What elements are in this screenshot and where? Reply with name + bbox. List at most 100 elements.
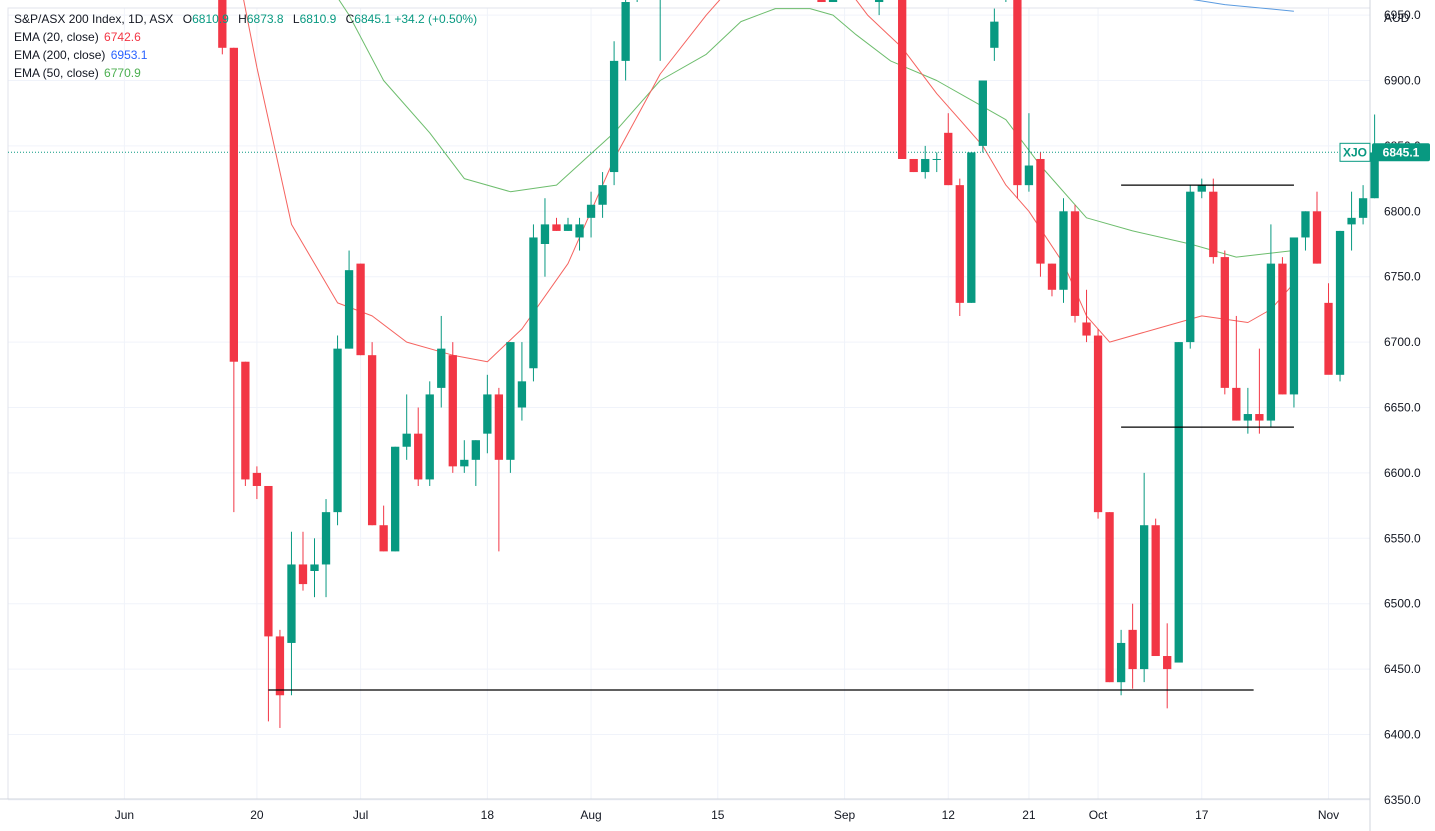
candle-body xyxy=(333,348,342,513)
y-tick-label: 6600.0 xyxy=(1384,466,1421,480)
candle-body xyxy=(517,381,527,408)
open-value: 6810.9 xyxy=(192,12,229,26)
low-label: L xyxy=(292,12,300,26)
candle-body xyxy=(1220,257,1229,388)
x-tick-label: Jul xyxy=(353,808,368,822)
candle-body xyxy=(967,152,976,303)
y-tick-label: 6450.0 xyxy=(1384,662,1421,676)
indicator-ema20[interactable]: EMA (20, close) 6742.6 xyxy=(14,28,477,46)
candle-body xyxy=(586,204,596,218)
change-value: +34.2 (+0.50%) xyxy=(394,12,478,26)
x-tick-label: 15 xyxy=(711,808,725,822)
open-label: O xyxy=(182,12,193,26)
candle-body xyxy=(932,158,941,160)
candle-body xyxy=(425,394,434,480)
candle-body xyxy=(448,355,457,467)
candle-body xyxy=(621,2,630,61)
close-value: 6845.1 xyxy=(354,12,391,26)
y-tick-label: 6900.0 xyxy=(1384,74,1421,88)
candle-body xyxy=(1163,656,1172,670)
candle-body xyxy=(391,446,400,552)
candle-body xyxy=(506,342,515,460)
candle-body xyxy=(218,0,227,48)
candle-body xyxy=(1324,302,1333,375)
y-tick-label: 6950.0 xyxy=(1384,8,1421,22)
candle-body xyxy=(1358,198,1368,218)
candle-body xyxy=(921,158,930,173)
candle-body xyxy=(402,433,411,447)
chart-legend: S&P/ASX 200 Index, 1D, ASX O6810.9 H6873… xyxy=(14,10,477,82)
candle-body xyxy=(367,355,377,526)
y-tick-label: 6800.0 xyxy=(1384,204,1421,218)
candle-body xyxy=(437,348,446,388)
x-tick-label: Oct xyxy=(1089,808,1108,822)
candle-body xyxy=(609,60,619,173)
y-tick-label: 6500.0 xyxy=(1384,597,1421,611)
plot-frame xyxy=(7,7,1371,800)
y-tick-label: 6750.0 xyxy=(1384,270,1421,284)
high-label: H xyxy=(238,12,247,26)
candle-body xyxy=(1186,191,1195,343)
candle-body xyxy=(1128,629,1137,670)
candle-body xyxy=(460,459,469,467)
candle-body xyxy=(1232,387,1241,421)
indicator-label: EMA (200, close) xyxy=(14,48,106,62)
candle-body xyxy=(1082,322,1091,336)
candle-body xyxy=(483,394,492,434)
candle-body xyxy=(1093,335,1103,513)
candle-body xyxy=(344,270,354,349)
x-tick-label: 12 xyxy=(942,808,956,822)
candle-body xyxy=(1289,237,1299,395)
indicator-value: 6742.6 xyxy=(104,30,141,44)
candle-body xyxy=(252,472,262,486)
candle-body xyxy=(356,263,365,356)
candle-body xyxy=(1047,263,1057,290)
candle-body xyxy=(1174,342,1183,663)
candle-body xyxy=(1116,642,1126,683)
x-tick-label: Nov xyxy=(1318,808,1339,822)
ohlc-row: S&P/ASX 200 Index, 1D, ASX O6810.9 H6873… xyxy=(14,10,477,28)
indicator-label: EMA (50, close) xyxy=(14,66,99,80)
candle-body xyxy=(1266,263,1276,421)
candle-body xyxy=(1197,185,1206,192)
currency-label: AUD xyxy=(1384,11,1410,25)
y-tick-label: 6550.0 xyxy=(1384,531,1421,545)
indicator-ema50[interactable]: EMA (50, close) 6770.9 xyxy=(14,64,477,82)
x-tick-label: 18 xyxy=(481,808,495,822)
candle-body xyxy=(1278,263,1287,395)
indicator-label: EMA (20, close) xyxy=(14,30,99,44)
candle-body xyxy=(817,0,826,3)
candle-body xyxy=(494,394,504,460)
candle-body xyxy=(1105,512,1114,683)
candle-body xyxy=(1013,0,1022,186)
candle-body xyxy=(414,433,423,480)
candle-body xyxy=(898,0,907,159)
candle-body xyxy=(1151,525,1160,657)
x-tick-label: 17 xyxy=(1195,808,1209,822)
candle-body xyxy=(1070,211,1080,316)
candle-body xyxy=(1347,217,1356,225)
price-tag-text: 6845.1 xyxy=(1383,145,1420,159)
indicator-ema200[interactable]: EMA (200, close) 6953.1 xyxy=(14,46,477,64)
candle-body xyxy=(298,564,308,585)
ticker-tag-text: XJO xyxy=(1343,145,1367,159)
candle-body xyxy=(955,185,964,303)
candle-body xyxy=(1243,414,1253,421)
candle-body xyxy=(379,525,388,552)
candle-body xyxy=(828,0,838,3)
x-tick-label: Jun xyxy=(115,808,134,822)
symbol-title: S&P/ASX 200 Index, 1D, ASX xyxy=(14,12,174,26)
candle-body xyxy=(552,224,561,231)
y-tick-label: 6700.0 xyxy=(1384,335,1421,349)
ema50-line xyxy=(338,0,1294,258)
candle-body xyxy=(990,21,999,48)
candle-body xyxy=(310,564,319,571)
candle-body xyxy=(1370,152,1379,199)
indicator-value: 6770.9 xyxy=(104,66,141,80)
candle-body xyxy=(1024,165,1034,186)
ema20-line xyxy=(243,0,1295,363)
candle-body xyxy=(264,485,273,637)
indicator-value: 6953.1 xyxy=(110,48,148,62)
close-label: C xyxy=(345,12,355,26)
